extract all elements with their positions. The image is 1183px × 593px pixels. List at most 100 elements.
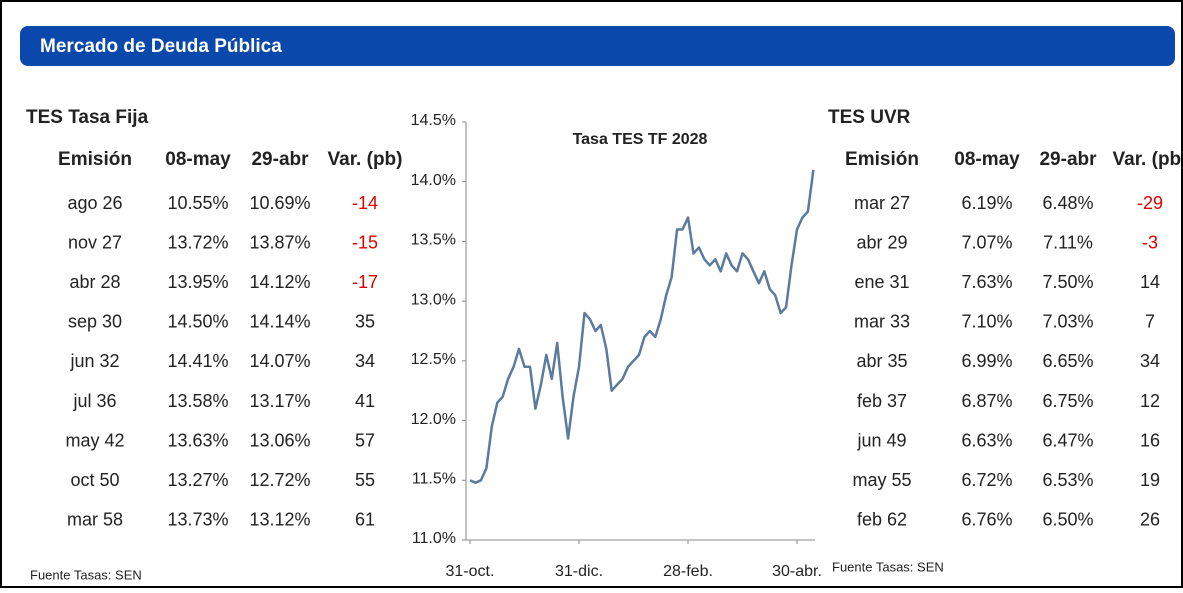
chart-title: Tasa TES TF 2028 (573, 131, 708, 148)
table-cell: 6.47% (1042, 430, 1093, 450)
table-cell: 7.07% (961, 232, 1012, 252)
table-cell: 6.48% (1042, 193, 1093, 213)
y-tick-label: 11.5% (412, 471, 456, 488)
table-cell: 7 (1145, 312, 1155, 332)
table-cell: 6.63% (961, 430, 1012, 450)
header-bar (20, 26, 1175, 66)
table-cell: 13.27% (167, 470, 228, 490)
table-cell: sep 30 (68, 312, 122, 332)
header-title: Mercado de Deuda Pública (40, 36, 282, 57)
table-cell: 26 (1140, 510, 1160, 530)
y-tick-label: 14.0% (411, 172, 456, 189)
table-cell: 13.95% (167, 272, 228, 292)
y-tick-label: 13.5% (411, 232, 456, 249)
table-cell: 13.72% (167, 232, 228, 252)
y-tick-label: 12.5% (411, 351, 456, 368)
table-cell: 14.41% (167, 351, 228, 371)
column-header: 29-abr (251, 149, 309, 170)
y-tick-label: 13.0% (411, 291, 456, 308)
table-cell: 14.12% (249, 272, 310, 292)
table-cell: 6.75% (1042, 391, 1093, 411)
table-cell: 12 (1140, 391, 1160, 411)
table-cell: 7.10% (961, 312, 1012, 332)
table-cell: jun 49 (856, 430, 906, 450)
x-tick-label: 28-feb. (663, 563, 713, 580)
table-cell: mar 33 (854, 312, 910, 332)
table-cell: 10.55% (167, 193, 228, 213)
y-tick-label: 14.5% (411, 112, 456, 129)
table-cell: ene 31 (854, 272, 909, 292)
y-tick-label: 12.0% (411, 411, 456, 428)
column-header: 08-may (954, 149, 1020, 170)
table-cell: 57 (355, 430, 375, 450)
table-cell: 55 (355, 470, 375, 490)
table-cell: 7.11% (1043, 232, 1093, 252)
table-cell: abr 29 (856, 232, 907, 252)
x-tick-label: 30-abr. (772, 563, 822, 580)
table-cell: 13.17% (249, 391, 310, 411)
table-cell: 41 (355, 391, 375, 411)
column-header: 29-abr (1039, 149, 1097, 170)
column-header: 08-may (165, 149, 231, 170)
left-source: Fuente Tasas: SEN (30, 567, 142, 582)
x-tick-label: 31-dic. (555, 563, 603, 580)
table-cell: 13.12% (249, 510, 310, 530)
table-cell: -3 (1142, 232, 1158, 252)
table-cell: 10.69% (249, 193, 310, 213)
column-header: Var. (pb) (1113, 149, 1183, 170)
table-cell: 7.63% (961, 272, 1012, 292)
table-cell: abr 28 (69, 272, 120, 292)
table-cell: feb 62 (857, 510, 907, 530)
table-cell: 6.53% (1042, 470, 1093, 490)
table-cell: -29 (1137, 193, 1163, 213)
table-cell: 14.07% (249, 351, 310, 371)
table-cell: 13.73% (167, 510, 228, 530)
column-header: Var. (pb) (328, 149, 403, 170)
right-source: Fuente Tasas: SEN (832, 559, 944, 574)
table-cell: 6.72% (961, 470, 1012, 490)
table-cell: 13.87% (249, 232, 310, 252)
table-cell: jul 36 (72, 391, 116, 411)
table-cell: abr 35 (856, 351, 907, 371)
column-header: Emisión (845, 149, 919, 170)
table-cell: may 55 (852, 470, 911, 490)
table-cell: 16 (1140, 430, 1160, 450)
table-cell: mar 27 (854, 193, 910, 213)
table-cell: mar 58 (67, 510, 123, 530)
table-cell: 14.14% (249, 312, 310, 332)
table-cell: 19 (1140, 470, 1160, 490)
line-series (469, 169, 815, 484)
table-cell: may 42 (65, 430, 124, 450)
y-tick-label: 11.0% (412, 530, 456, 547)
table-cell: 14 (1140, 272, 1160, 292)
table-cell: nov 27 (68, 232, 122, 252)
table-cell: 14.50% (167, 312, 228, 332)
table-cell: 6.19% (961, 193, 1012, 213)
table-cell: 13.58% (167, 391, 228, 411)
table-cell: -15 (352, 232, 378, 252)
table-cell: 7.50% (1042, 272, 1093, 292)
table-cell: oct 50 (70, 470, 119, 490)
table-cell: 6.76% (961, 510, 1012, 530)
table-cell: 6.65% (1042, 351, 1093, 371)
x-tick-label: 31-oct. (446, 563, 495, 580)
table-cell: -14 (352, 193, 378, 213)
table-cell: ago 26 (67, 193, 122, 213)
column-header: Emisión (58, 149, 132, 170)
table-cell: 6.87% (961, 391, 1012, 411)
table-cell: 7.03% (1042, 312, 1093, 332)
table-cell: -17 (352, 272, 378, 292)
table-cell: 34 (1140, 351, 1160, 371)
left-title: TES Tasa Fija (26, 107, 149, 128)
table-cell: 13.63% (167, 430, 228, 450)
table-cell: 61 (355, 510, 375, 530)
table-cell: feb 37 (857, 391, 907, 411)
table-cell: jun 32 (69, 351, 119, 371)
table-cell: 6.99% (961, 351, 1012, 371)
table-cell: 12.72% (249, 470, 310, 490)
table-cell: 13.06% (249, 430, 310, 450)
table-cell: 34 (355, 351, 375, 371)
table-cell: 35 (355, 312, 375, 332)
